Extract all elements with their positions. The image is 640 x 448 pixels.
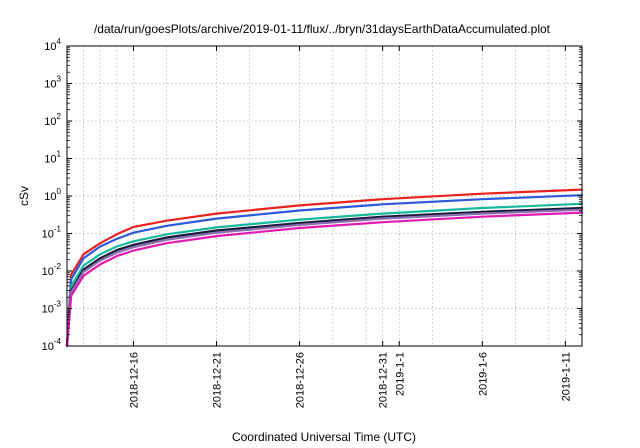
x-axis: 2018-12-16 2018-12-21 2018-12-26 2018-12-31… — [129, 46, 572, 408]
x-tick-label: 2018-12-21 — [212, 352, 224, 408]
series-line-3 — [65, 202, 584, 348]
series-line-2 — [65, 194, 584, 348]
series-layer — [65, 188, 584, 348]
series-line-6 — [65, 211, 584, 348]
grid — [67, 46, 582, 346]
x-tick-label: 2019-1-11 — [560, 352, 572, 401]
series-line-4 — [65, 206, 584, 348]
x-tick-label: 2019-1-6 — [477, 352, 489, 396]
x-axis-label: Coordinated Universal Time (UTC) — [232, 430, 416, 444]
x-tick-label: 2018-12-31 — [378, 352, 390, 408]
x-tick-label: 2018-12-26 — [295, 352, 307, 408]
plot-frame — [66, 45, 583, 347]
chart-title: /data/run/goesPlots/archive/2019-01-11/f… — [94, 22, 551, 36]
x-tick-label: 2019-1-1 — [394, 352, 406, 396]
series-line-5 — [65, 208, 584, 348]
series-line-1 — [65, 188, 584, 348]
x-tick-label: 2018-12-16 — [129, 352, 141, 408]
y-axis-label: cSv — [17, 186, 31, 206]
